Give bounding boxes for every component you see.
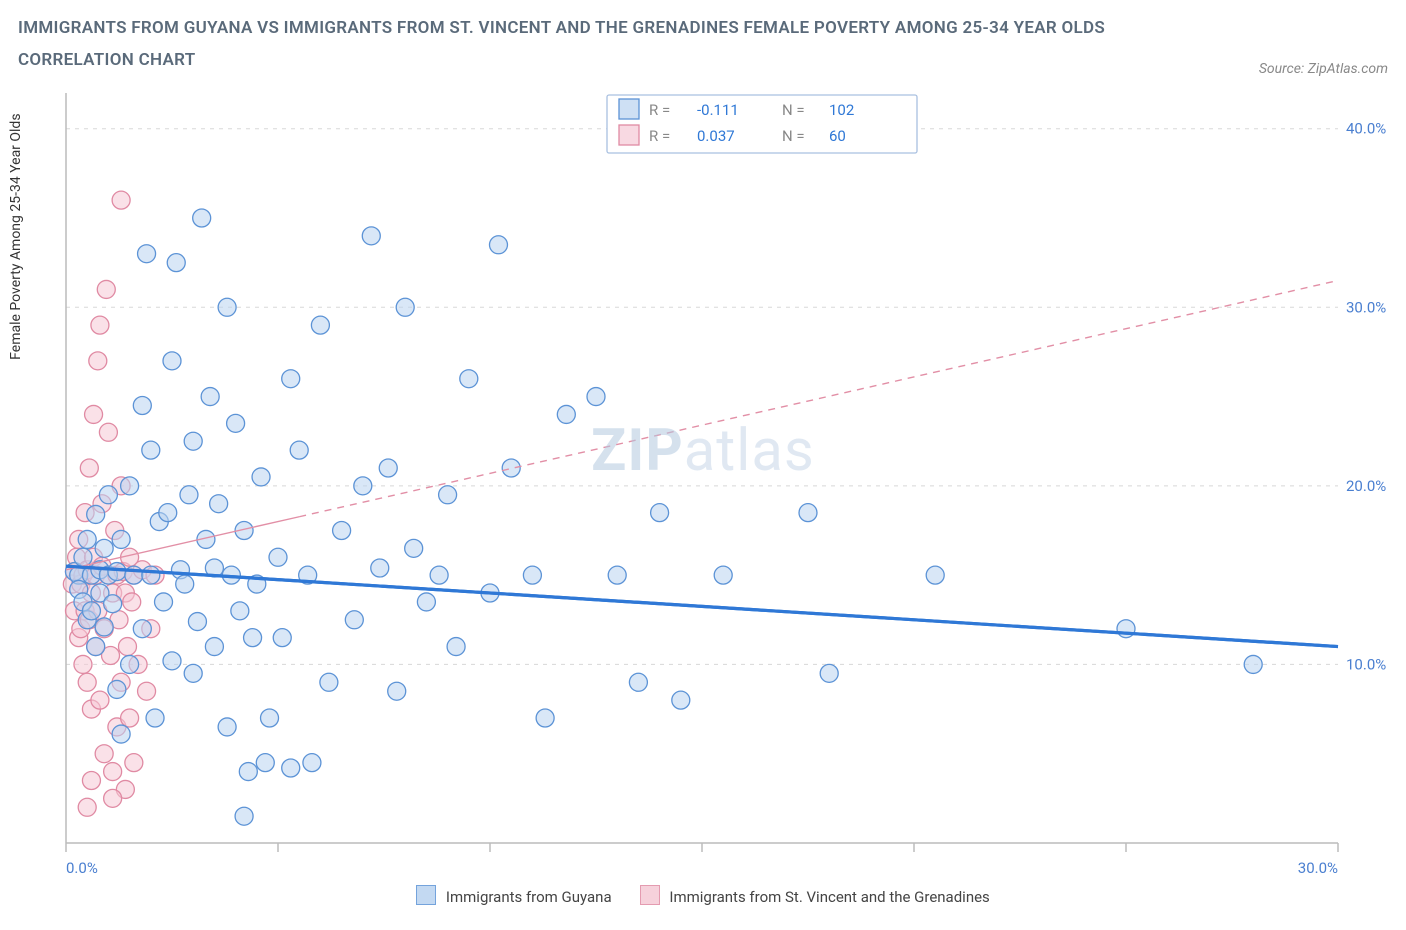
legend-swatch-svg [640, 885, 660, 905]
legend-item-guyana: Immigrants from Guyana [416, 885, 611, 906]
svg-text:30.0%: 30.0% [1298, 859, 1338, 877]
svg-text:N =: N = [782, 127, 805, 145]
legend-item-svg: Immigrants from St. Vincent and the Gren… [640, 885, 990, 906]
bottom-legend: Immigrants from Guyana Immigrants from S… [18, 885, 1388, 906]
legend-label-svg: Immigrants from St. Vincent and the Gren… [669, 888, 989, 906]
svg-text:N =: N = [782, 101, 805, 119]
svg-text:60: 60 [829, 127, 846, 145]
svg-text:R =: R = [649, 101, 670, 119]
scatter-chart: 0.0% 30.0% 10.0% 20.0% 30.0% 40.0% R = -0.111 N … [18, 83, 1388, 883]
svg-text:20.0%: 20.0% [1346, 476, 1386, 494]
svg-text:102: 102 [829, 101, 854, 119]
svg-text:0.0%: 0.0% [66, 859, 98, 877]
y-axis-title: Female Poverty Among 25-34 Year Olds [8, 113, 24, 359]
svg-text:30.0%: 30.0% [1346, 298, 1386, 316]
legend-swatch-guyana [416, 885, 436, 905]
source-credit: Source: ZipAtlas.com [1259, 61, 1388, 77]
svg-text:-0.111: -0.111 [697, 101, 739, 119]
chart-area: Female Poverty Among 25-34 Year Olds ZIP… [18, 83, 1388, 883]
svg-text:40.0%: 40.0% [1346, 119, 1386, 137]
legend-label-guyana: Immigrants from Guyana [446, 888, 612, 906]
svg-text:0.037: 0.037 [697, 127, 735, 145]
svg-text:R =: R = [649, 127, 670, 145]
chart-title: IMMIGRANTS FROM GUYANA VS IMMIGRANTS FRO… [18, 12, 1118, 77]
svg-text:10.0%: 10.0% [1346, 655, 1386, 673]
